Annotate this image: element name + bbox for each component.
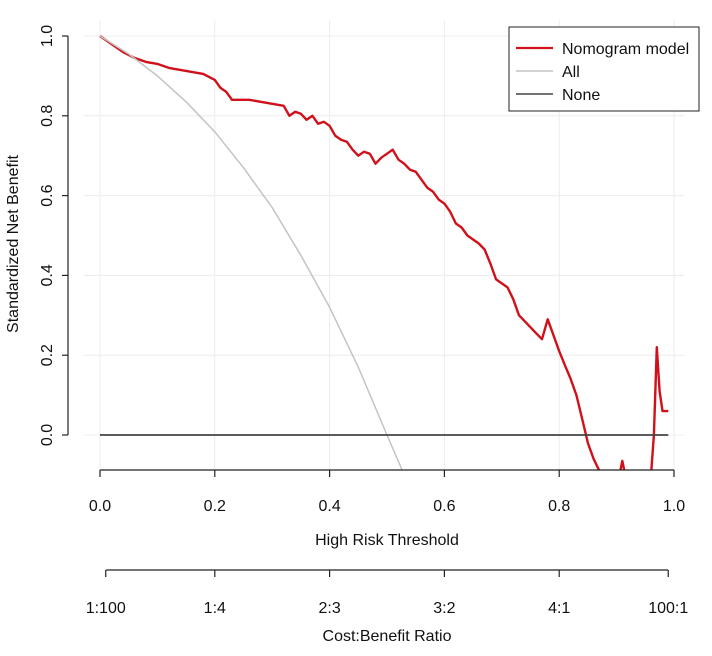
- x-tick-label: 0.4: [318, 498, 340, 515]
- secondary-tick-label: 2:3: [318, 600, 340, 617]
- x-tick-label: 0.2: [204, 498, 226, 515]
- legend-label-all: All: [562, 64, 580, 81]
- series-line-nomogram-model: [99, 35, 669, 470]
- y-tick-label: 0.8: [39, 105, 56, 127]
- x-axis-ticks: 0.0 0.2 0.4 0.6 0.8 1.0: [89, 470, 685, 515]
- y-tick-label: 1.0: [39, 25, 56, 47]
- y-axis-ticks: 0.0 0.2 0.4 0.6 0.8 1.0: [39, 25, 68, 446]
- secondary-tick-label: 3:2: [433, 600, 455, 617]
- legend-label-none: None: [562, 87, 600, 104]
- legend-label-nomogram-model: Nomogram model: [562, 41, 689, 58]
- secondary-tick-label: 100:1: [648, 600, 688, 617]
- x-tick-label: 0.8: [548, 498, 570, 515]
- x-axis-label: High Risk Threshold: [315, 532, 459, 549]
- secondary-tick-label: 1:4: [204, 600, 226, 617]
- y-tick-label: 0.0: [39, 424, 56, 446]
- series-lines: [99, 35, 669, 470]
- legend-box: [508, 26, 700, 112]
- legend: Nomogram model All None: [508, 26, 700, 112]
- y-tick-label: 0.4: [39, 264, 56, 286]
- y-tick-label: 0.6: [39, 184, 56, 206]
- secondary-tick-label: 1:100: [86, 600, 126, 617]
- secondary-tick-label: 4:1: [548, 600, 570, 617]
- x-tick-label: 0.0: [89, 498, 111, 515]
- secondary-axis-label: Cost:Benefit Ratio: [323, 628, 452, 645]
- x-tick-label: 0.6: [433, 498, 455, 515]
- secondary-axis-ticks: 1:100 1:4 2:3 3:2 4:1 100:1: [86, 570, 688, 617]
- y-tick-label: 0.2: [39, 344, 56, 366]
- y-axis-label: Standardized Net Benefit: [5, 155, 22, 333]
- x-tick-label: 1.0: [663, 498, 685, 515]
